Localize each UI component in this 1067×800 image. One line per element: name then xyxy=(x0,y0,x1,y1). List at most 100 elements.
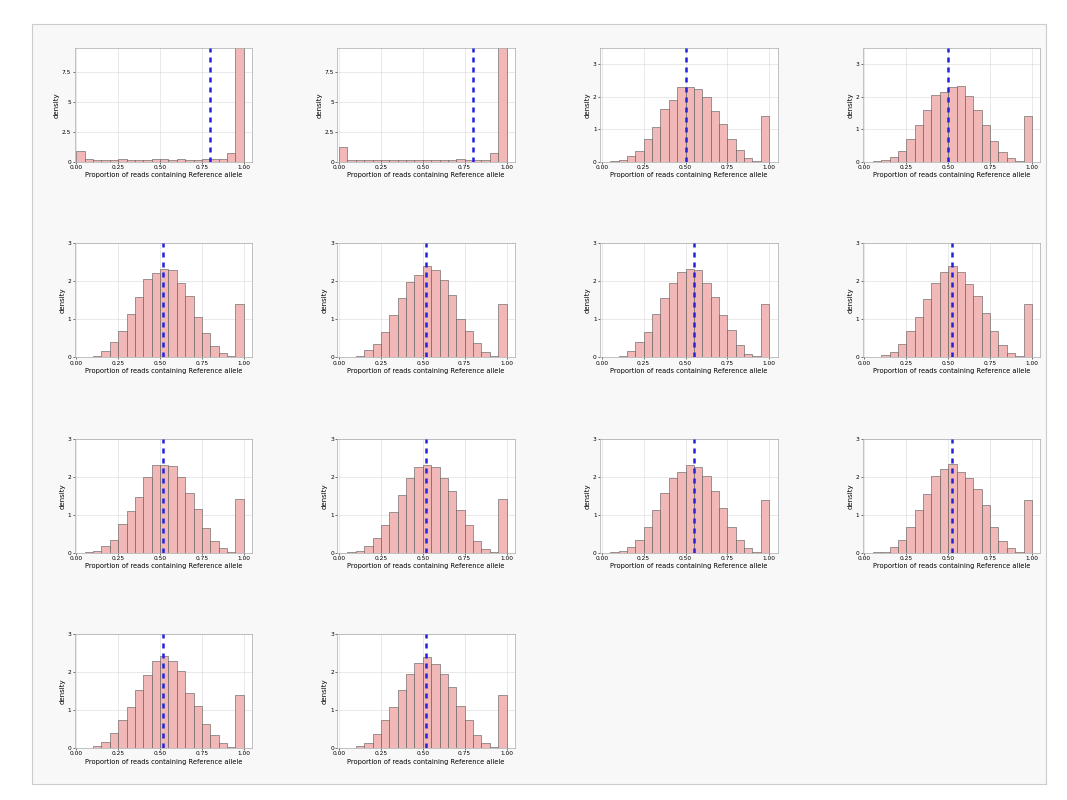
Bar xyxy=(678,87,685,162)
Bar xyxy=(448,491,457,553)
Bar xyxy=(652,510,660,553)
Bar xyxy=(711,490,719,553)
Bar xyxy=(619,161,627,162)
Bar xyxy=(219,159,227,162)
Bar xyxy=(372,160,381,162)
Bar xyxy=(398,160,407,162)
Bar xyxy=(498,695,507,748)
Bar xyxy=(381,333,389,357)
Bar xyxy=(711,110,719,162)
Bar xyxy=(719,124,728,162)
Bar xyxy=(431,270,440,357)
Bar xyxy=(890,547,898,553)
Bar xyxy=(227,356,236,357)
Bar xyxy=(431,160,440,162)
Bar xyxy=(627,547,635,553)
Bar xyxy=(1023,116,1032,162)
Bar xyxy=(1007,158,1015,162)
Bar xyxy=(464,160,473,162)
Bar xyxy=(414,160,423,162)
Bar xyxy=(923,110,931,162)
Bar xyxy=(957,272,965,357)
Bar xyxy=(101,351,110,357)
Bar xyxy=(728,139,736,162)
Bar xyxy=(473,735,481,748)
X-axis label: Proportion of reads containing Reference allele: Proportion of reads containing Reference… xyxy=(84,368,242,374)
Y-axis label: density: density xyxy=(317,92,322,118)
Bar xyxy=(473,160,481,162)
Bar xyxy=(236,695,244,748)
Bar xyxy=(202,528,210,553)
Bar xyxy=(152,661,160,748)
X-axis label: Proportion of reads containing Reference allele: Proportion of reads containing Reference… xyxy=(873,368,1031,374)
Bar xyxy=(694,89,702,162)
Bar xyxy=(685,86,694,162)
Bar xyxy=(619,356,627,357)
Bar xyxy=(643,331,652,357)
Bar xyxy=(906,139,914,162)
Bar xyxy=(999,345,1007,357)
Bar xyxy=(890,157,898,162)
Bar xyxy=(389,707,398,748)
Bar xyxy=(931,282,940,357)
Bar xyxy=(219,353,227,357)
Bar xyxy=(372,734,381,748)
Bar xyxy=(440,674,448,748)
Bar xyxy=(160,159,169,162)
Bar xyxy=(134,160,143,162)
Bar xyxy=(923,494,931,553)
Bar xyxy=(93,551,101,553)
Bar xyxy=(678,272,685,357)
Bar xyxy=(143,160,152,162)
Bar xyxy=(881,552,890,553)
Bar xyxy=(940,91,949,162)
Bar xyxy=(473,541,481,553)
Y-axis label: density: density xyxy=(60,483,65,509)
Y-axis label: density: density xyxy=(585,287,591,313)
Bar xyxy=(619,551,627,553)
Bar xyxy=(118,331,127,357)
Bar xyxy=(186,160,193,162)
Bar xyxy=(728,527,736,553)
Bar xyxy=(965,478,973,553)
X-axis label: Proportion of reads containing Reference allele: Proportion of reads containing Reference… xyxy=(873,172,1031,178)
Bar xyxy=(940,272,949,357)
Bar xyxy=(957,86,965,162)
Bar xyxy=(490,153,498,162)
Bar xyxy=(364,546,372,553)
Y-axis label: density: density xyxy=(847,287,854,313)
Bar xyxy=(160,465,169,553)
Bar xyxy=(84,159,93,162)
Bar xyxy=(134,497,143,553)
Bar xyxy=(1007,548,1015,553)
Bar xyxy=(627,350,635,357)
Bar xyxy=(381,160,389,162)
Bar xyxy=(389,160,398,162)
Bar xyxy=(1023,304,1032,357)
Bar xyxy=(440,160,448,162)
Bar xyxy=(210,542,219,553)
Bar xyxy=(93,356,101,357)
Bar xyxy=(635,539,643,553)
Bar xyxy=(702,283,711,357)
Bar xyxy=(957,471,965,553)
Bar xyxy=(761,499,769,553)
Y-axis label: density: density xyxy=(53,92,60,118)
Bar xyxy=(464,720,473,748)
Bar xyxy=(660,494,669,553)
Bar xyxy=(118,720,127,748)
Bar xyxy=(694,270,702,357)
Bar xyxy=(881,355,890,357)
Bar xyxy=(193,509,202,553)
Bar xyxy=(457,318,464,357)
Bar xyxy=(736,150,744,162)
Bar xyxy=(982,313,990,357)
Bar xyxy=(110,160,118,162)
Bar xyxy=(423,657,431,748)
Bar xyxy=(669,478,678,553)
Bar xyxy=(702,97,711,162)
Bar xyxy=(110,540,118,553)
Bar xyxy=(643,527,652,553)
Bar xyxy=(219,743,227,748)
Bar xyxy=(635,342,643,357)
